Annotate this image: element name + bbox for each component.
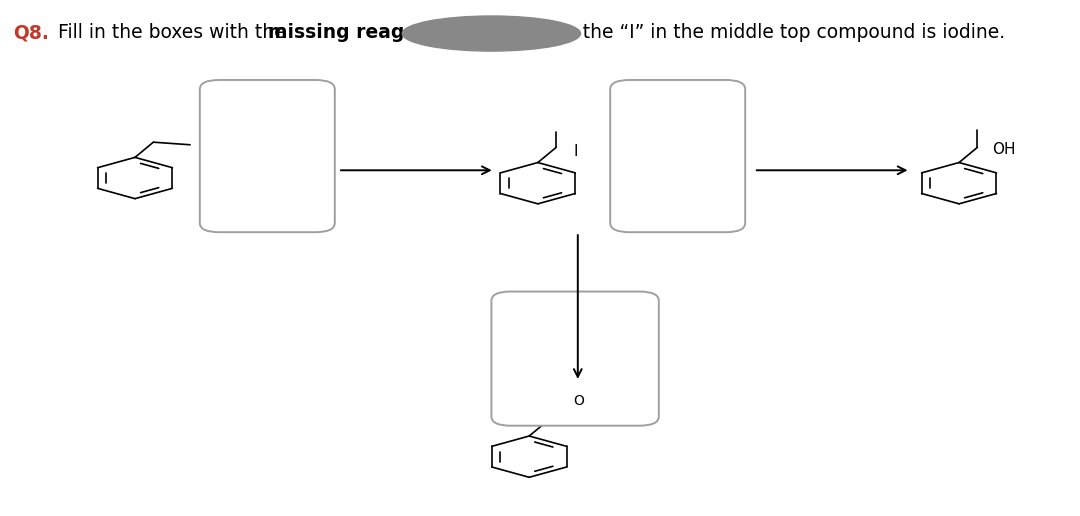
Text: I: I [573,144,578,159]
Text: Fill in the boxes with the: Fill in the boxes with the [52,23,292,42]
FancyBboxPatch shape [491,292,659,426]
FancyBboxPatch shape [610,80,745,232]
Text: missing reagents: missing reagents [268,23,450,42]
Ellipse shape [402,16,581,51]
Text: O: O [573,394,584,408]
Text: OH: OH [993,142,1016,157]
Text: lote: the “I” in the middle top compound is iodine.: lote: the “I” in the middle top compound… [535,23,1004,42]
FancyBboxPatch shape [200,80,335,232]
Text: Q8.: Q8. [13,23,49,42]
